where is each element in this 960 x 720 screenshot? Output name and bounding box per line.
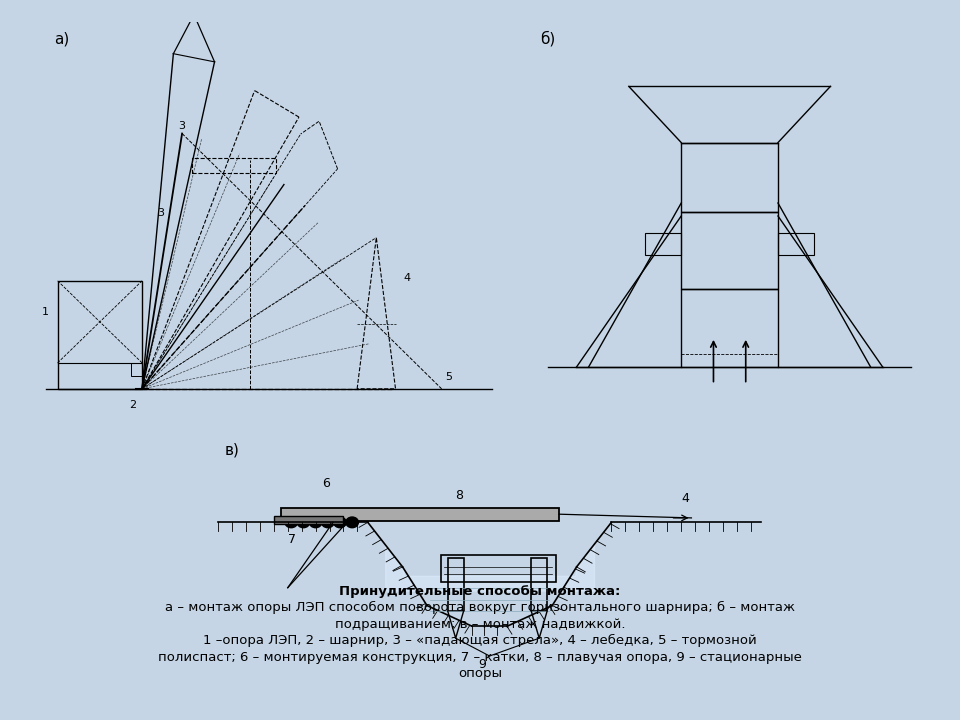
Text: Принудительные способы монтажа:: Принудительные способы монтажа: bbox=[339, 585, 621, 598]
Text: 7: 7 bbox=[288, 533, 296, 546]
Circle shape bbox=[298, 517, 310, 528]
Bar bbox=[645, 233, 682, 255]
Text: 2: 2 bbox=[129, 400, 135, 410]
Text: опоры: опоры bbox=[458, 667, 502, 680]
Bar bbox=[682, 289, 778, 367]
Circle shape bbox=[322, 517, 334, 528]
Text: 8: 8 bbox=[455, 489, 463, 502]
Text: б): б) bbox=[540, 30, 555, 46]
Bar bbox=[274, 516, 344, 524]
Text: 4: 4 bbox=[403, 273, 410, 283]
Circle shape bbox=[346, 517, 358, 528]
Text: подращиванием; в – монтаж надвижкой.: подращиванием; в – монтаж надвижкой. bbox=[335, 618, 625, 631]
Text: 4: 4 bbox=[681, 492, 689, 505]
Circle shape bbox=[285, 517, 298, 528]
Circle shape bbox=[309, 517, 322, 528]
Text: в): в) bbox=[225, 442, 240, 457]
Text: а – монтаж опоры ЛЭП способом поворота вокруг горизонтального шарнира; б – монта: а – монтаж опоры ЛЭП способом поворота в… bbox=[165, 601, 795, 614]
Text: полиспаст; 6 – монтируемая конструкция, 7 – катки, 8 – плавучая опора, 9 – стаци: полиспаст; 6 – монтируемая конструкция, … bbox=[158, 651, 802, 664]
Text: 5: 5 bbox=[445, 372, 452, 382]
Text: 1 –опора ЛЭП, 2 – шарнир, 3 – «падающая стрела», 4 – лебедка, 5 – тормозной: 1 –опора ЛЭП, 2 – шарнир, 3 – «падающая … bbox=[204, 634, 756, 647]
Circle shape bbox=[334, 517, 347, 528]
Text: а): а) bbox=[54, 31, 69, 46]
Bar bbox=[447, 558, 464, 611]
Bar bbox=[682, 212, 778, 289]
Text: 1: 1 bbox=[42, 307, 49, 318]
Text: 3: 3 bbox=[157, 208, 164, 218]
Bar bbox=[131, 363, 142, 376]
Bar bbox=[531, 558, 547, 611]
Bar bbox=[58, 281, 142, 389]
Bar bbox=[682, 143, 778, 212]
Bar bbox=[441, 555, 556, 582]
Text: 6: 6 bbox=[323, 477, 330, 490]
Bar bbox=[192, 158, 276, 173]
Bar bbox=[280, 508, 559, 521]
Text: 3: 3 bbox=[179, 121, 185, 131]
Bar bbox=[778, 233, 814, 255]
Text: 9: 9 bbox=[479, 658, 487, 671]
